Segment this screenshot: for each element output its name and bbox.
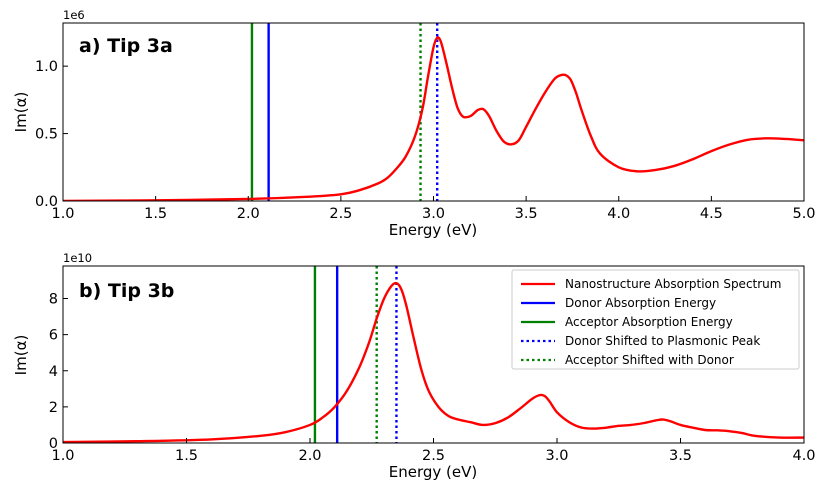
panel-a-x-ticks: 1.0 1.5 2.0 2.5 3.0 3.5 4.0 4.5 5.0 bbox=[51, 196, 816, 222]
x-tick-label: 2.0 bbox=[237, 206, 260, 222]
series-line-nanostructure-absorption-spectrum bbox=[63, 281, 804, 443]
legend-label-acceptor-shifted: Acceptor Shifted with Donor bbox=[565, 353, 734, 367]
x-tick-label: 3.0 bbox=[422, 206, 445, 222]
panel-b-title: b) Tip 3b bbox=[79, 280, 174, 302]
panel-a-title: a) Tip 3a bbox=[79, 35, 173, 57]
x-tick-label: 2.0 bbox=[298, 448, 321, 464]
panel-b-xlabel: Energy (eV) bbox=[389, 463, 477, 481]
x-tick-label: 1.5 bbox=[175, 448, 198, 464]
x-tick-label: 2.5 bbox=[422, 448, 445, 464]
legend-label-donor: Donor Absorption Energy bbox=[565, 296, 716, 310]
panel-a-xlabel: Energy (eV) bbox=[389, 221, 477, 239]
legend-entry: Acceptor Absorption Energy bbox=[521, 315, 733, 329]
legend-entries: Nanostructure Absorption Spectrum Donor … bbox=[521, 277, 781, 367]
x-tick-label: 4.0 bbox=[792, 448, 815, 464]
legend-entry: Acceptor Shifted with Donor bbox=[521, 353, 734, 367]
panel-b-plot-area bbox=[63, 266, 804, 443]
y-tick-label: 6 bbox=[49, 328, 58, 344]
legend-box bbox=[511, 269, 800, 370]
panel-a-y-ticks: 0.0 0.5 1.0 bbox=[35, 59, 68, 210]
panel-a-plot-area bbox=[63, 23, 804, 201]
panel-b-x-ticks: 1.0 1.5 2.0 2.5 3.0 3.5 4.0 bbox=[51, 438, 816, 464]
y-tick-label: 0.0 bbox=[35, 194, 58, 210]
panel-a-marks bbox=[63, 23, 804, 201]
y-tick-label: 8 bbox=[49, 292, 58, 308]
legend-entry: Donor Absorption Energy bbox=[521, 296, 716, 310]
x-tick-label: 1.0 bbox=[51, 448, 74, 464]
panel-b-frame bbox=[62, 265, 805, 444]
panel-a-offset-text: 1e6 bbox=[63, 8, 85, 22]
panel-b-y-ticks: 0 2 4 6 8 bbox=[49, 292, 68, 452]
panel-b-ylabel: Im(α) bbox=[12, 335, 30, 376]
panel-b-marks bbox=[63, 266, 804, 443]
legend-label-donor-shifted: Donor Shifted to Plasmonic Peak bbox=[565, 334, 760, 348]
legend-label-spectrum: Nanostructure Absorption Spectrum bbox=[565, 277, 781, 291]
series-line-nanostructure-absorption-spectrum bbox=[63, 36, 804, 201]
x-tick-label: 3.0 bbox=[545, 448, 568, 464]
y-tick-label: 4 bbox=[49, 364, 58, 380]
legend-entry: Donor Shifted to Plasmonic Peak bbox=[521, 334, 760, 348]
legend-label-acceptor: Acceptor Absorption Energy bbox=[565, 315, 733, 329]
panel-a-frame bbox=[62, 22, 805, 202]
y-tick-label: 0 bbox=[49, 436, 58, 452]
x-tick-label: 1.5 bbox=[144, 206, 167, 222]
legend-entry: Nanostructure Absorption Spectrum bbox=[521, 277, 781, 291]
panel-a: 1.0 1.5 2.0 2.5 3.0 3.5 4.0 4.5 5.0 0.0 0.5 1.0 a)… bbox=[12, 8, 816, 239]
x-tick-label: 2.5 bbox=[329, 206, 352, 222]
y-tick-label: 0.5 bbox=[35, 127, 58, 143]
x-tick-label: 4.0 bbox=[607, 206, 630, 222]
x-tick-label: 1.0 bbox=[51, 206, 74, 222]
y-tick-label: 1.0 bbox=[35, 59, 58, 75]
panel-a-ylabel: Im(α) bbox=[12, 92, 30, 133]
x-tick-label: 4.5 bbox=[700, 206, 723, 222]
legend: Nanostructure Absorption Spectrum Donor … bbox=[511, 269, 800, 370]
panel-b-offset-text: 1e10 bbox=[63, 251, 92, 265]
panel-b: 1.0 1.5 2.0 2.5 3.0 3.5 4.0 0 2 4 6 8 b) Tip 3b 1e… bbox=[12, 251, 816, 481]
x-tick-label: 3.5 bbox=[515, 206, 538, 222]
y-tick-label: 2 bbox=[49, 400, 58, 416]
x-tick-label: 5.0 bbox=[792, 206, 815, 222]
x-tick-label: 3.5 bbox=[669, 448, 692, 464]
